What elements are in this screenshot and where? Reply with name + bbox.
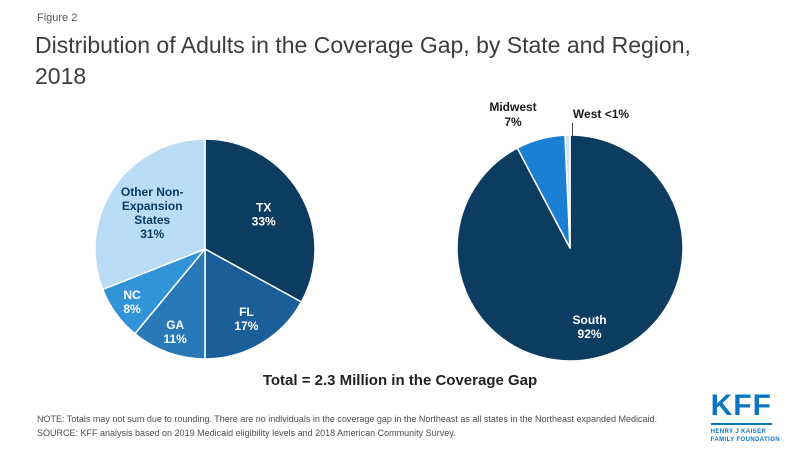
pie-slice-tx <box>204 138 316 303</box>
west-slice-label: West <1% <box>572 107 630 121</box>
kff-logo-text: KFF <box>710 391 772 425</box>
pie-slice-ga <box>134 248 206 360</box>
regions-pie-chart: South 92% <box>456 134 684 362</box>
pie-slice-fl <box>204 248 303 360</box>
kff-logo-subtext-line1: HENRY J KAISER <box>710 429 767 435</box>
kff-logo: KFF HENRY J KAISER FAMILY FOUNDATION <box>710 391 780 445</box>
slice-label-other-non-expansion-states: Other Non-Expansion States 31% <box>121 185 184 241</box>
figure-title: Distribution of Adults in the Coverage G… <box>35 32 691 90</box>
states-pie-chart: TX 33% FL 17% GA 11% NC 8% Other Non-Expansion St… <box>94 138 316 360</box>
pie-slice-other-non-expansion-states <box>94 138 206 291</box>
slice-label-south: South 92% <box>573 313 607 341</box>
pie-slice-west <box>564 134 571 249</box>
figure-label: Figure 2 <box>37 12 78 24</box>
slice-label-fl: FL 17% <box>234 305 258 333</box>
total-caption: Total = 2.3 Million in the Coverage Gap <box>262 372 538 389</box>
west-leader-line <box>572 123 573 136</box>
slice-label-ga: GA 11% <box>164 318 188 346</box>
kff-logo-subtext-line2: FAMILY FOUNDATION <box>710 437 780 444</box>
kff-logo-subtext: HENRY J KAISER FAMILY FOUNDATION <box>711 428 780 445</box>
slice-label-nc: NC 8% <box>123 288 141 316</box>
source-text: SOURCE: KFF analysis based on 2019 Medic… <box>37 428 456 438</box>
slice-label-tx: TX 33% <box>252 200 276 228</box>
midwest-slice-label: Midwest 7% <box>489 100 537 129</box>
note-text: NOTE: Totals may not sum due to rounding… <box>37 414 658 424</box>
